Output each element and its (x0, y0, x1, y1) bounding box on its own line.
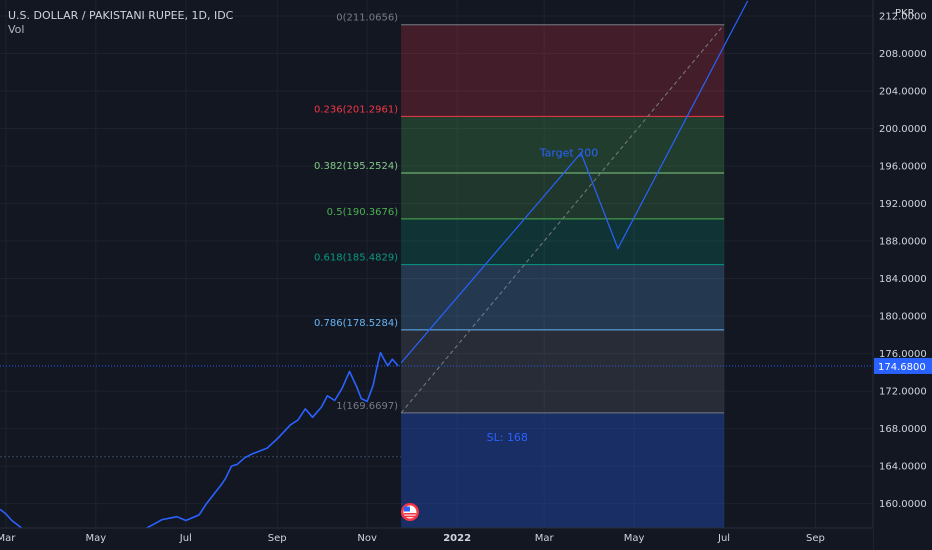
time-tick-label: Mar (535, 533, 555, 544)
annotations[interactable]: Target 200 SL: 168 (400, 147, 599, 521)
price-tick-label: 192.0000 (879, 199, 927, 210)
fibonacci-level-label: 0.786(178.5284) (314, 318, 398, 329)
fibonacci-level-label: 1(169.6697) (336, 401, 398, 412)
time-tick-label: Jul (717, 533, 730, 544)
price-tick-label: 168.0000 (879, 424, 927, 435)
fibonacci-level-labels: 0(211.0656) 0.236(201.2961) 0.382(195.2524… (314, 13, 398, 412)
currency-label: PKR (895, 8, 915, 19)
fibonacci-level-label: 0.382(195.2524) (314, 161, 398, 172)
price-tick-label: 208.0000 (879, 49, 927, 60)
time-tick-label: May (624, 533, 645, 544)
fibonacci-zones[interactable] (401, 24, 725, 528)
fibonacci-zone[interactable] (401, 116, 725, 174)
text-annotation[interactable]: Target 200 (539, 147, 599, 160)
fibonacci-levels (401, 24, 725, 414)
fibonacci-zone[interactable] (401, 24, 725, 117)
drawing-overlays[interactable] (0, 0, 873, 458)
fibonacci-level-label: 0(211.0656) (336, 13, 398, 24)
current-price-badge[interactable] (874, 357, 932, 374)
fibonacci-trend-line (400, 24, 725, 414)
fibonacci-zone[interactable] (401, 412, 725, 528)
price-line[interactable] (0, 351, 399, 550)
economic-event-flag-stripe (403, 515, 416, 518)
time-tick-label: May (86, 533, 107, 544)
time-axis[interactable]: Mar May Jul Sep Nov 2022 Mar May Jul Sep (0, 527, 873, 550)
time-tick-label: Jul (179, 533, 192, 544)
fibonacci-zone[interactable] (401, 329, 725, 413)
price-tick-label: 160.0000 (879, 499, 927, 510)
grid (0, 0, 873, 528)
projection-path[interactable] (400, 0, 749, 364)
symbol-title[interactable]: U.S. DOLLAR / PAKISTANI RUPEE, 1D, IDC (8, 9, 234, 22)
economic-event-flag-stripe (403, 513, 416, 515)
price-tick-label: 212.0000 (879, 11, 927, 22)
fibonacci-level-label: 0.618(185.4829) (314, 253, 398, 264)
price-axis[interactable]: 160.0000 164.0000 168.0000 172.0000 176.0000… (872, 0, 932, 550)
price-tick-label: 164.0000 (879, 462, 927, 473)
price-tick-label: 180.0000 (879, 312, 927, 323)
time-tick-label: Sep (268, 533, 287, 544)
time-tick-label: Mar (0, 533, 16, 544)
time-tick-label: Sep (806, 533, 825, 544)
fibonacci-level-label: 0.5(190.3676) (327, 207, 399, 218)
price-tick-label: 184.0000 (879, 274, 927, 285)
price-series[interactable] (0, 351, 399, 550)
fibonacci-zone[interactable] (401, 264, 725, 330)
price-tick-label: 172.0000 (879, 387, 927, 398)
price-axis-background (873, 0, 932, 550)
fibonacci-level-label: 0.236(201.2961) (314, 104, 398, 115)
economic-event-flag-canton (403, 506, 410, 512)
time-tick-label: Nov (357, 533, 377, 544)
price-tick-label: 188.0000 (879, 237, 927, 248)
chart-header: U.S. DOLLAR / PAKISTANI RUPEE, 1D, IDC V… (8, 9, 233, 37)
current-price-value: 174.6800 (878, 362, 926, 373)
time-axis-background (0, 528, 873, 550)
price-tick-label: 196.0000 (879, 161, 927, 172)
price-tick-label: 200.0000 (879, 124, 927, 135)
text-annotation[interactable]: SL: 168 (487, 431, 528, 444)
price-tick-label: 204.0000 (879, 86, 927, 97)
price-tick-label: 176.0000 (879, 349, 927, 360)
fibonacci-zone[interactable] (401, 218, 725, 265)
time-tick-label: 2022 (443, 533, 471, 544)
volume-indicator-label[interactable]: Vol (8, 23, 25, 36)
fibonacci-zone[interactable] (401, 173, 725, 219)
